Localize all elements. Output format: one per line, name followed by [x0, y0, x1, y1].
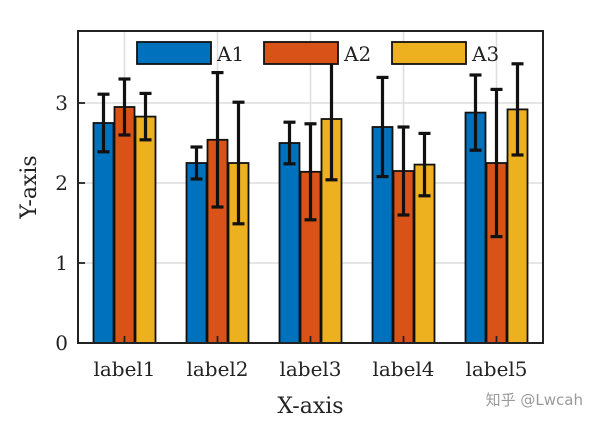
y-tick-label: 3 — [55, 91, 68, 115]
error-bar-a2-label4 — [397, 125, 410, 217]
error-bars — [97, 56, 524, 239]
bar-a3-label1 — [134, 115, 157, 344]
x-tick-label: label4 — [372, 357, 434, 381]
x-tick-label: label1 — [93, 357, 155, 381]
error-bar-a1-label5 — [469, 73, 482, 152]
legend-item-a1: A1 — [136, 41, 244, 66]
legend-item-a2: A2 — [263, 41, 371, 66]
x-tick-label: label2 — [186, 357, 248, 381]
error-bar-a2-label2 — [211, 70, 224, 209]
error-bar-a2-label5 — [490, 87, 503, 239]
error-bar-a3-label5 — [511, 62, 524, 157]
legend-label: A3 — [471, 42, 499, 66]
error-bar-a1-label3 — [283, 120, 296, 166]
x-ticks: label1 label2 label3 label4 label5 — [93, 336, 528, 381]
bar-a1-label1 — [92, 122, 115, 344]
x-tick-label: label5 — [465, 357, 527, 381]
y-tick-label: 1 — [55, 251, 68, 275]
error-bar-a1-label2 — [190, 145, 203, 181]
error-bar-a2-label3 — [304, 122, 317, 222]
error-bar-a1-label4 — [376, 75, 389, 179]
legend-swatch — [263, 41, 339, 65]
bar-a1-label2 — [185, 162, 208, 344]
legend-swatch — [391, 41, 467, 65]
y-tick-label: 0 — [55, 331, 68, 355]
legend-label: A1 — [216, 42, 244, 66]
error-bar-a1-label1 — [97, 92, 110, 154]
x-axis-label: X-axis — [277, 394, 343, 419]
bar-a1-label3 — [278, 142, 301, 344]
error-bar-a3-label1 — [139, 91, 152, 142]
error-bar-a3-label4 — [418, 131, 431, 198]
legend-swatch — [136, 41, 212, 65]
y-axis-label: Y-axis — [17, 155, 42, 219]
error-bar-a3-label2 — [232, 100, 245, 226]
legend-item-a3: A3 — [391, 41, 499, 66]
y-ticks: 0 1 2 3 — [55, 91, 85, 355]
legend-label: A2 — [343, 42, 371, 66]
bar-a2-label1 — [113, 106, 136, 344]
watermark-text: 知乎 @Lwcah — [486, 391, 583, 409]
y-tick-label: 2 — [55, 171, 68, 195]
legend: A1 A2 A3 — [136, 41, 499, 66]
error-bar-a2-label1 — [118, 77, 131, 137]
x-tick-label: label3 — [279, 357, 341, 381]
